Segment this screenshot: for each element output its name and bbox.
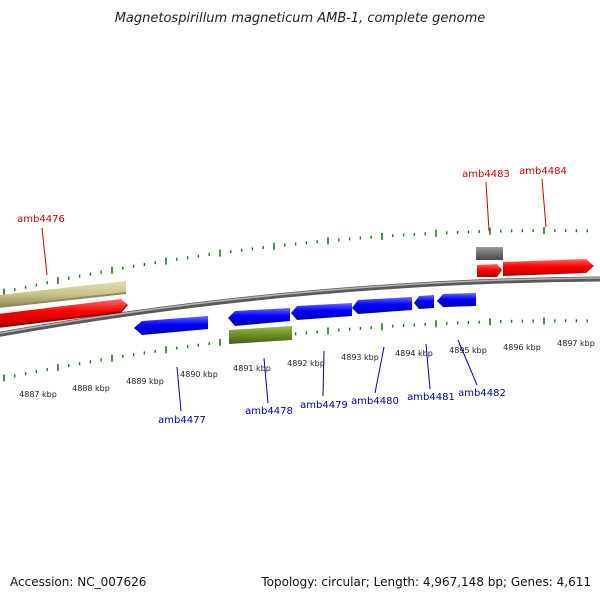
kbp-label: 4892 kbp [287,359,325,368]
gene-amb4481[interactable] [414,295,434,309]
forward-label-connectors [41,178,547,276]
kbp-label: 4887 kbp [19,390,57,399]
label-amb4480[interactable]: amb4480 [351,396,399,407]
kbp-label: 4888 kbp [72,384,110,393]
gene-amb4477[interactable] [134,316,208,335]
label-amb4483[interactable]: amb4483 [462,169,510,180]
gene-amb4484[interactable] [503,259,594,276]
feature-amb4483-gray[interactable] [476,247,503,260]
gene-amb4476[interactable] [0,299,128,329]
kbp-label: 4895 kbp [449,346,487,355]
kbp-label: 4891 kbp [233,364,271,373]
kbp-label: 4894 kbp [395,349,433,358]
genome-backbone-highlight [0,277,600,334]
feature-amb4478-green[interactable] [229,326,292,344]
gene-amb4478[interactable] [228,308,290,326]
label-amb4478[interactable]: amb4478 [245,406,293,417]
label-amb4479[interactable]: amb4479 [300,400,348,411]
genome-summary-label: Topology: circular; Length: 4,967,148 bp… [260,575,591,589]
genome-title: Magnetospirillum magneticum AMB-1, compl… [115,11,486,26]
kbp-label: 4893 kbp [341,353,379,362]
upper-tick-track [3,227,588,296]
lower-tick-track [3,317,588,382]
label-amb4484[interactable]: amb4484 [519,166,567,177]
label-amb4481[interactable]: amb4481 [407,392,455,403]
genome-backbone [0,276,600,337]
gene-amb4480[interactable] [352,297,412,314]
accession-label: Accession: NC_007626 [10,575,146,589]
reverse-label-connectors [176,339,478,412]
feature-amb4476-tan[interactable] [0,281,126,309]
kbp-label: 4890 kbp [180,370,218,379]
gene-amb4482[interactable] [437,293,476,307]
label-amb4482[interactable]: amb4482 [458,388,506,399]
label-amb4477[interactable]: amb4477 [158,415,206,426]
kbp-label: 4889 kbp [126,377,164,386]
kbp-label: 4896 kbp [503,343,541,352]
kbp-label: 4897 kbp [557,339,595,348]
label-amb4476[interactable]: amb4476 [17,214,65,225]
gene-amb4483[interactable] [477,264,502,277]
gene-amb4479[interactable] [291,303,352,320]
kbp-axis-labels: 4887 kbp 4888 kbp 4889 kbp 4890 kbp 4891… [19,339,595,399]
